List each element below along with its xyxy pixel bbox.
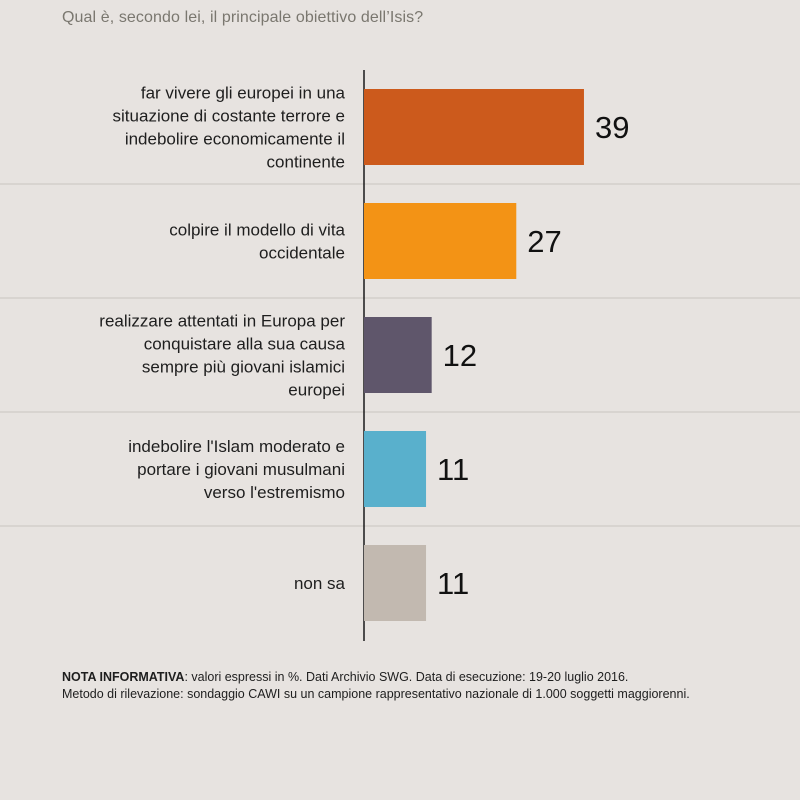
- value-label: 27: [527, 224, 561, 259]
- category-labels: far vivere gli europei in una situazione …: [99, 84, 345, 594]
- category-label-line: continente: [267, 153, 345, 172]
- value-label: 39: [595, 110, 629, 145]
- value-label: 11: [437, 566, 469, 601]
- category-label-line: situazione di costante terrore e: [113, 107, 345, 126]
- category-label-line: colpire il modello di vita: [169, 221, 345, 240]
- row-separators: [0, 183, 800, 527]
- category-label-line: realizzare attentati in Europa per: [99, 312, 345, 331]
- bars-group: [364, 89, 584, 621]
- category-label-line: non sa: [294, 574, 346, 593]
- bar: [364, 317, 432, 393]
- category-label-line: indebolire l'Islam moderato e: [128, 437, 345, 456]
- category-label-line: indebolire economicamente il: [125, 130, 345, 149]
- chart-title: Qual è, secondo lei, il principale obiet…: [62, 9, 424, 26]
- category-label-line: occidentale: [259, 244, 345, 263]
- footnote-text: : valori espressi in %. Dati Archivio SW…: [184, 670, 629, 684]
- footnote-line-2: Metodo di rilevazione: sondaggio CAWI su…: [62, 687, 690, 701]
- category-label: non sa: [294, 574, 346, 593]
- category-label-line: far vivere gli europei in una: [141, 84, 346, 103]
- value-label: 11: [437, 452, 469, 487]
- footnote: NOTA INFORMATIVA: valori espressi in %. …: [62, 669, 735, 703]
- bar: [364, 89, 584, 165]
- footnote-label: NOTA INFORMATIVA: [62, 670, 185, 684]
- category-label-line: verso l'estremismo: [204, 483, 345, 502]
- value-label: 12: [443, 338, 477, 373]
- value-labels: 39 27 12 11 11: [437, 110, 629, 601]
- category-label: indebolire l'Islam moderato e portare i g…: [128, 437, 345, 502]
- category-label: realizzare attentati in Europa per conqui…: [99, 312, 345, 400]
- category-label-line: sempre più giovani islamici: [142, 358, 345, 377]
- category-label-line: portare i giovani musulmani: [137, 460, 345, 479]
- footnote-line-1: NOTA INFORMATIVA: valori espressi in %. …: [62, 669, 735, 686]
- category-label: colpire il modello di vita occidentale: [169, 221, 345, 263]
- bar-chart: far vivere gli europei in una situazione …: [0, 70, 800, 641]
- category-label-line: conquistare alla sua causa: [144, 335, 346, 354]
- bar: [364, 431, 427, 507]
- bar: [364, 545, 427, 621]
- bar: [364, 203, 517, 279]
- category-label: far vivere gli europei in una situazione …: [113, 84, 346, 172]
- category-label-line: europei: [288, 381, 345, 400]
